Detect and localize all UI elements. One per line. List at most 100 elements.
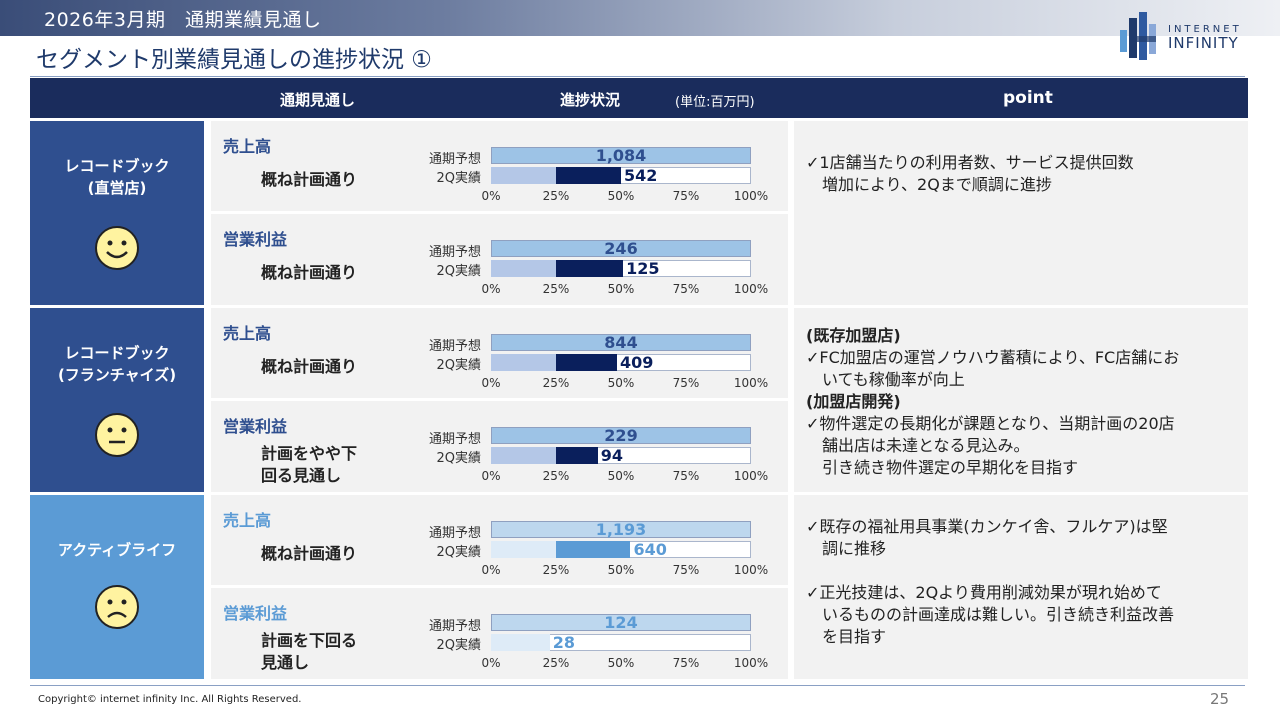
- forecast-bar: [491, 147, 751, 164]
- tick-label: 100%: [733, 189, 769, 203]
- point-line: 舗出店は未達となる見込み。: [806, 436, 1030, 455]
- forecast-label: 通期予想: [428, 245, 481, 260]
- status-text: 概ね計画通り: [261, 544, 358, 563]
- tick-label: 25%: [542, 469, 570, 483]
- copyright: Copyright© internet infinity Inc. All Ri…: [38, 694, 302, 705]
- segment-name: レコードブック (直営店): [64, 157, 170, 197]
- tick-label: 100%: [733, 563, 769, 577]
- metric-label: 営業利益: [223, 604, 288, 623]
- actual-bar-fill: [556, 541, 631, 558]
- forecast-value: 124: [604, 613, 638, 632]
- tick-label: 50%: [607, 376, 635, 390]
- forecast-label: 通期予想: [428, 339, 481, 354]
- forecast-value: 844: [604, 333, 638, 352]
- actual-bar-q1: [491, 447, 556, 464]
- tick-label: 50%: [607, 563, 635, 577]
- actual-value: 28: [552, 633, 575, 652]
- percent-axis: 0% 25% 50% 75% 100%: [481, 563, 768, 579]
- status-text: 計画をやや下 回る見通し: [261, 444, 358, 485]
- tick-label: 25%: [542, 282, 570, 296]
- status-text: 概ね計画通り: [261, 263, 358, 282]
- tick-label: 75%: [672, 282, 700, 296]
- metric-row: 営業利益 概ね計画通り 通期予想 2Q実績 246 125 0% 25% 50% 75% 100%: [211, 214, 788, 305]
- actual-label: 2Q実績: [436, 545, 481, 560]
- forecast-value: 1,193: [595, 520, 647, 539]
- segment-cell-activelife: アクティブライフ: [30, 495, 204, 679]
- point-line: ✓既存の福祉用具事業(カンケイ舎、フルケア)は堅: [806, 517, 1168, 536]
- point-box: ✓1店舗当たりの利用者数、サービス提供回数 増加により、2Qまで順調に進捗: [794, 121, 1248, 305]
- tick-label: 100%: [733, 656, 769, 670]
- tick-label: 75%: [672, 376, 700, 390]
- logo-text-bottom: INFINITY: [1168, 34, 1239, 52]
- point-line: 増加により、2Qまで順調に進捗: [806, 175, 1052, 194]
- col-outlook-header: 通期見通し: [280, 91, 356, 109]
- progress-bars: 通期予想 2Q実績 1,084 542 0% 25% 50% 75% 100%: [429, 143, 768, 203]
- actual-label: 2Q実績: [436, 171, 481, 186]
- tick-label: 75%: [672, 656, 700, 670]
- forecast-value: 229: [604, 426, 638, 445]
- actual-label: 2Q実績: [436, 358, 481, 373]
- tick-label: 0%: [481, 656, 501, 670]
- table-header: 通期見通し 進捗状況 (単位:百万円) point: [30, 78, 1248, 118]
- logo-text-top: INTERNET: [1168, 24, 1242, 35]
- page-number: 25: [1210, 690, 1230, 708]
- point-line: ✓FC加盟店の運営ノウハウ蓄積により、FC店舗にお: [806, 348, 1180, 367]
- tick-label: 25%: [542, 656, 570, 670]
- col-point-header: point: [1003, 88, 1053, 108]
- tick-label: 25%: [542, 563, 570, 577]
- percent-axis: 0% 25% 50% 75% 100%: [481, 469, 768, 485]
- actual-bar-q1: [491, 541, 556, 558]
- progress-bars: 通期予想 2Q実績 1,193 640 0% 25% 50% 75% 100%: [429, 517, 768, 579]
- actual-value: 409: [619, 353, 654, 372]
- actual-bar-q1: [491, 354, 556, 371]
- tick-label: 100%: [733, 376, 769, 390]
- tick-label: 0%: [481, 282, 501, 296]
- company-logo: INTERNET INFINITY: [1118, 10, 1248, 62]
- point-line: いるものの計画達成は難しい。引き続き利益改善: [806, 605, 1175, 624]
- actual-value: 125: [626, 259, 660, 278]
- tick-label: 100%: [733, 469, 769, 483]
- point-line: ✓正光技建は、2Qより費用削減効果が現れ始めて: [806, 583, 1162, 602]
- metric-label: 売上高: [223, 511, 272, 530]
- point-line: 引き続き物件選定の早期化を目指す: [806, 458, 1079, 477]
- forecast-bar: [491, 521, 751, 538]
- actual-value: 542: [624, 166, 658, 185]
- progress-bars: 通期予想 2Q実績 124 28 0% 25% 50% 75% 100%: [429, 610, 768, 672]
- point-box: ✓既存の福祉用具事業(カンケイ舎、フルケア)は堅 調に推移 ✓正光技建は、2Qより…: [794, 495, 1248, 679]
- status-text: 概ね計画通り: [261, 170, 358, 189]
- forecast-bar: [491, 427, 751, 444]
- point-line: (既存加盟店): [806, 326, 901, 345]
- percent-axis: 0% 25% 50% 75% 100%: [481, 656, 768, 672]
- progress-bars: 通期予想 2Q実績 229 94 0% 25% 50% 75% 100%: [429, 423, 768, 485]
- point-line: ✓1店舗当たりの利用者数、サービス提供回数: [806, 153, 1134, 172]
- unit-label: (単位:百万円): [675, 95, 755, 110]
- metric-row: 売上高 概ね計画通り 通期予想 2Q実績 1,084 542 0% 25% 50% 75% 100%: [211, 121, 788, 211]
- forecast-label: 通期予想: [428, 619, 481, 634]
- building-logo-icon: [1120, 12, 1156, 60]
- tick-label: 50%: [607, 282, 635, 296]
- percent-axis: 0% 25% 50% 75% 100%: [481, 376, 768, 392]
- actual-bar-fill: [556, 260, 624, 277]
- tick-label: 0%: [481, 189, 501, 203]
- col-progress-header: 進捗状況: [560, 91, 621, 109]
- point-line: 調に推移: [806, 539, 887, 558]
- status-text: 概ね計画通り: [261, 357, 358, 376]
- tick-label: 75%: [672, 189, 700, 203]
- tick-label: 0%: [481, 376, 501, 390]
- tick-label: 25%: [542, 376, 570, 390]
- point-line: いても稼働率が向上: [806, 370, 965, 389]
- actual-label: 2Q実績: [436, 451, 481, 466]
- point-line: (加盟店開発): [806, 392, 901, 411]
- tick-label: 75%: [672, 469, 700, 483]
- actual-bar-fill: [556, 447, 598, 464]
- title-divider: [30, 76, 1245, 77]
- segment-cell-franchise: レコードブック (フランチャイズ): [30, 308, 204, 492]
- top-band: 2026年3月期 通期業績見通し: [0, 0, 1280, 36]
- forecast-label: 通期予想: [428, 526, 481, 541]
- tick-label: 50%: [607, 469, 635, 483]
- metric-label: 売上高: [223, 324, 272, 343]
- sad-face-icon: [95, 585, 139, 629]
- actual-label: 2Q実績: [436, 264, 481, 279]
- metric-label: 営業利益: [223, 230, 288, 249]
- status-text: 計画を下回る 見通し: [261, 631, 358, 672]
